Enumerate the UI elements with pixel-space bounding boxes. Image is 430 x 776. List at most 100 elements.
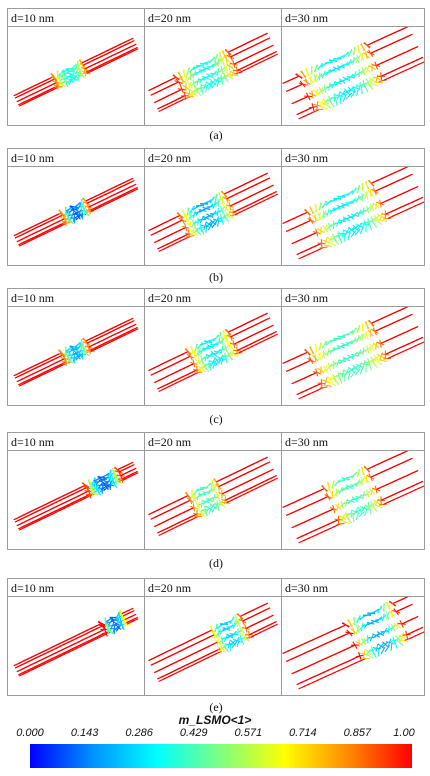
panel-caption: (d) <box>209 556 223 570</box>
magnetization-arrow <box>64 346 67 355</box>
magnetization-arrow <box>187 81 193 90</box>
magnetization-arrow <box>323 364 328 373</box>
magnetization-arrow <box>323 224 328 233</box>
magnetization-arrow <box>62 214 66 223</box>
magnetization-arrow <box>334 489 340 497</box>
magnetization-arrow <box>128 467 137 473</box>
magnetization-arrow <box>334 233 343 238</box>
magnetization-arrow <box>355 495 364 499</box>
magnetization-arrow <box>321 201 328 209</box>
magnetization-arrow <box>339 501 346 509</box>
magnetization-arrow <box>364 490 371 497</box>
colorbar-tick: 0.714 <box>289 727 317 739</box>
magnetization-arrow <box>346 190 354 196</box>
magnetization-arrow <box>120 474 124 483</box>
magnetization-arrow <box>351 327 358 335</box>
magnetization-arrow <box>224 48 232 56</box>
magnetization-arrow <box>368 362 373 371</box>
magnetization-arrow <box>355 70 363 76</box>
magnetization-arrow <box>266 184 274 190</box>
magnetization-arrow <box>324 102 332 109</box>
magnetization-arrow <box>112 621 121 627</box>
magnetization-arrow <box>236 639 240 648</box>
magnetization-arrow <box>73 209 80 216</box>
magnetization-arrow <box>130 326 138 332</box>
magnetization-arrow <box>304 348 311 356</box>
magnetization-arrow <box>206 634 215 639</box>
magnetization-arrow <box>343 369 352 374</box>
magnetization-arrow <box>341 342 350 347</box>
magnetization-arrow <box>337 624 346 630</box>
magnetization-arrow <box>338 235 343 244</box>
magnetization-arrow <box>374 81 383 84</box>
magnetization-arrow <box>365 648 372 656</box>
nanotube-image <box>13 607 139 677</box>
magnetization-arrow <box>302 359 311 365</box>
magnetization-arrow <box>66 77 74 83</box>
magnetization-arrow <box>333 337 342 340</box>
magnetization-arrow <box>128 43 137 49</box>
magnetization-arrow <box>371 504 378 512</box>
magnetization-arrow <box>363 41 371 49</box>
magnetization-arrow <box>316 72 323 80</box>
magnetization-arrow <box>213 478 219 486</box>
magnetization-arrow <box>417 201 424 206</box>
magnetization-arrow <box>262 317 271 322</box>
magnetization-arrow <box>341 632 350 638</box>
nanotube-image <box>148 32 279 112</box>
magnetization-arrow <box>225 71 233 78</box>
magnetization-arrow <box>229 633 238 636</box>
magnetization-arrow <box>346 330 354 336</box>
magnetization-arrow <box>182 355 191 361</box>
magnetization-arrow <box>73 342 82 348</box>
magnetization-arrow <box>318 86 324 95</box>
magnetization-arrow <box>213 78 221 83</box>
magnetization-arrow <box>404 173 413 179</box>
magnetization-arrow <box>328 381 336 387</box>
magnetization-arrow <box>270 53 279 58</box>
magnetization-arrow <box>326 223 333 231</box>
magnetization-arrow <box>70 75 78 81</box>
cell-d30: d=30 nm <box>281 432 425 550</box>
magnetization-arrow <box>332 523 341 528</box>
magnetization-arrow <box>385 627 393 633</box>
magnetization-arrow <box>320 366 322 375</box>
magnetization-arrow <box>196 488 205 491</box>
magnetization-arrow <box>114 612 121 620</box>
magnetization-arrow <box>214 356 220 364</box>
cell-label: d=30 nm <box>282 289 424 307</box>
magnetization-arrow <box>209 79 217 86</box>
magnetization-arrow <box>309 206 314 215</box>
magnetization-arrow <box>404 457 413 463</box>
magnetization-arrow <box>130 186 138 192</box>
magnetization-arrow <box>355 615 362 623</box>
magnetization-arrow <box>378 359 388 363</box>
magnetization-arrow <box>360 362 369 366</box>
magnetization-arrow <box>415 56 424 62</box>
magnetization-arrow <box>218 332 222 340</box>
magnetization-arrow <box>396 621 399 630</box>
magnetization-arrow <box>379 614 387 621</box>
magnetization-arrow <box>359 349 368 354</box>
colorbar-tick: 0.143 <box>70 727 99 739</box>
magnetization-arrow <box>342 622 350 628</box>
magnetization-arrow <box>364 79 372 86</box>
magnetization-arrow <box>382 603 386 612</box>
magnetization-arrow <box>77 213 87 216</box>
magnetization-arrow <box>351 496 359 503</box>
magnetization-arrow <box>220 355 230 358</box>
magnetization-arrow <box>198 364 204 372</box>
magnetization-arrow <box>206 497 214 502</box>
magnetization-arrow <box>266 324 274 330</box>
magnetization-arrow <box>319 496 328 501</box>
magnetization-arrow <box>97 620 106 627</box>
magnetization-arrow <box>348 366 355 373</box>
magnetization-arrow <box>188 496 193 505</box>
magnetization-arrow <box>340 519 349 524</box>
magnetization-arrow <box>410 325 419 331</box>
magnetization-arrow <box>328 199 338 203</box>
magnetization-arrow <box>189 369 197 375</box>
magnetization-arrow <box>315 88 319 97</box>
magnetization-arrow <box>315 368 319 377</box>
